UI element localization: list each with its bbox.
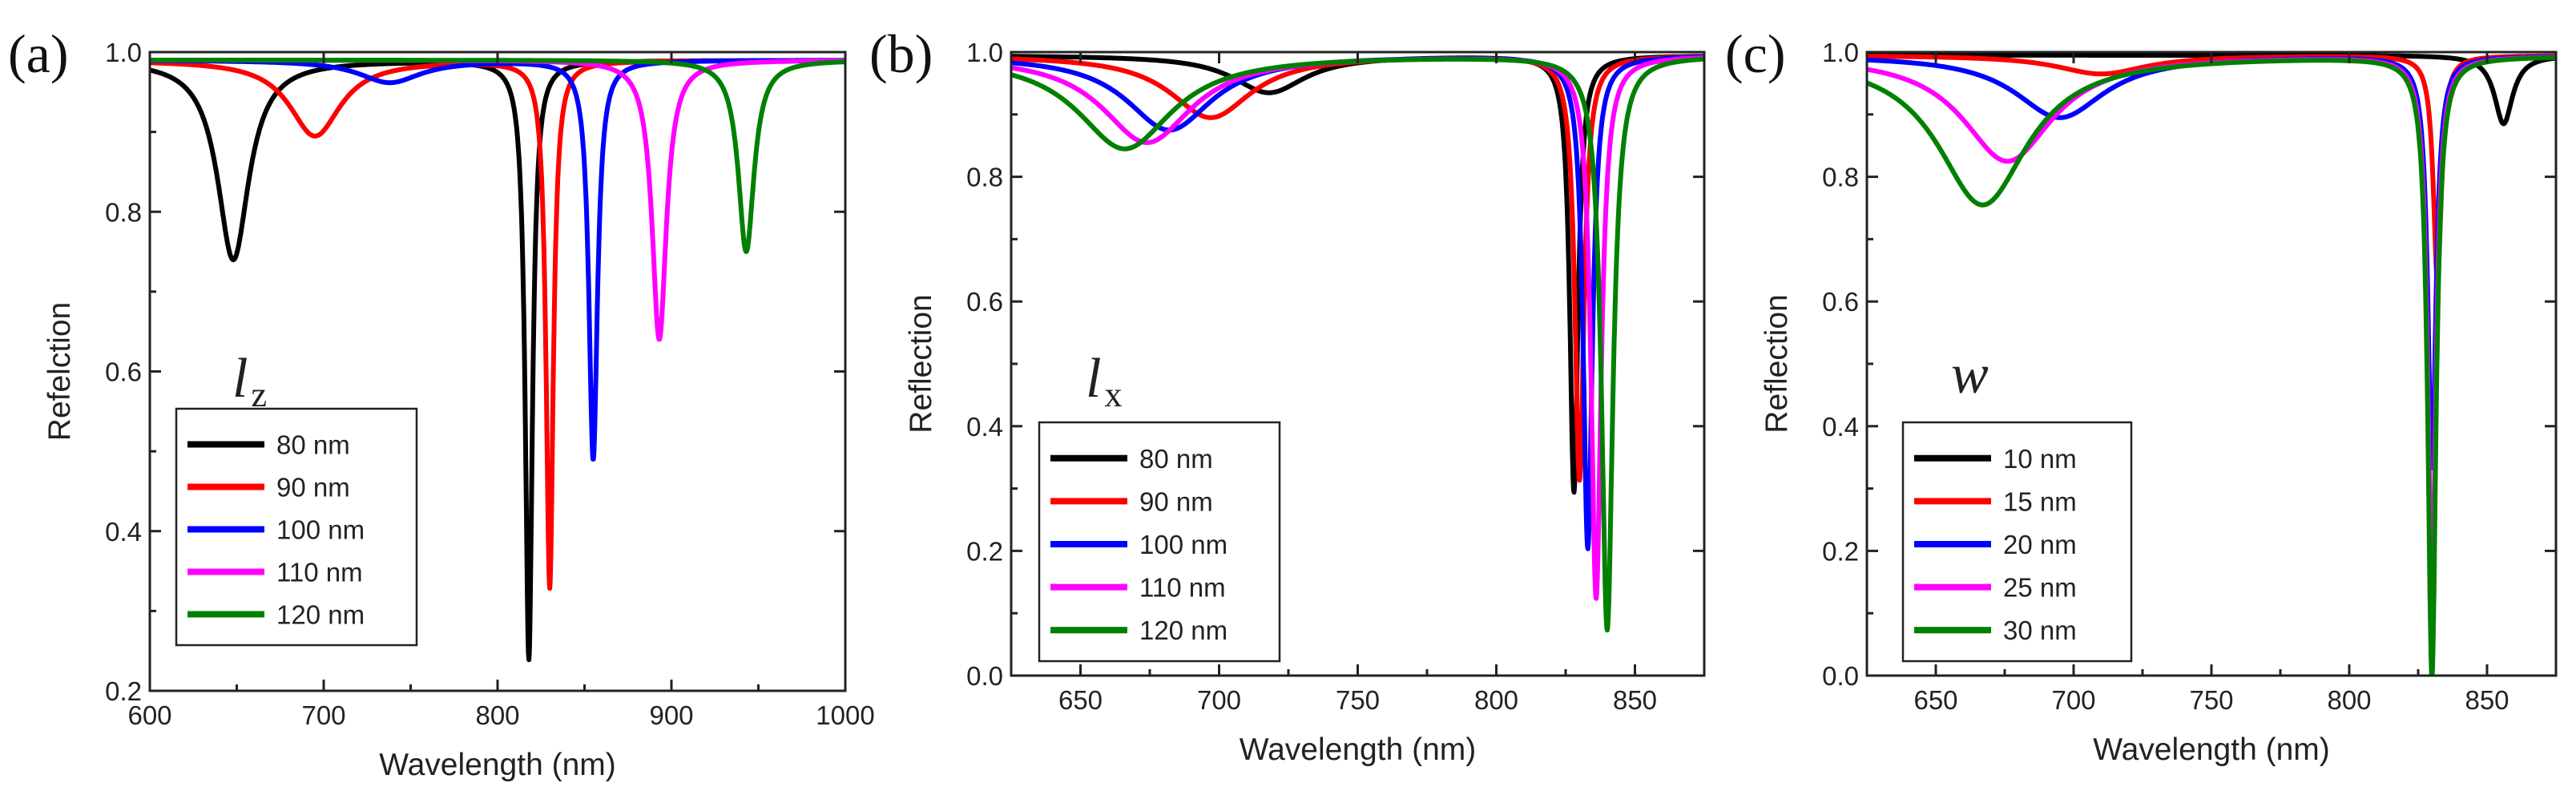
legend-entry-label: 90 nm (276, 473, 350, 502)
y-axis-title: Refelction (42, 302, 77, 441)
chart-panel-3: 650 700 750 800 850 0.0 0.2 0.4 0.6 0.8 1.0 Wavelen… (1725, 23, 2558, 767)
legend-entry-label: 80 nm (1139, 444, 1213, 474)
x-tick-label: 650 (1913, 685, 1957, 715)
y-tick-label: 0.6 (966, 287, 1003, 317)
x-tick-label: 700 (301, 700, 345, 730)
y-tick-label: 0.0 (966, 661, 1003, 691)
legend-entry-label: 20 nm (2003, 530, 2077, 559)
x-tick-label: 850 (2465, 685, 2509, 715)
legend-entry-label: 120 nm (1139, 615, 1228, 645)
y-tick-label: 0.4 (105, 517, 142, 547)
y-axis-title: Reflection (1760, 294, 1794, 433)
x-tick-label: 700 (1197, 685, 1241, 715)
x-tick-label: 800 (475, 700, 519, 730)
x-tick-label: 750 (2189, 685, 2233, 715)
legend-box (175, 407, 418, 647)
legend: 80 nm 90 nm 100 nm 110 nm 120 nm (1038, 421, 1281, 663)
y-tick-label: 0.2 (1822, 536, 1859, 566)
x-tick-label: 900 (649, 700, 693, 730)
y-tick-label: 0.6 (1822, 287, 1859, 317)
panel-letter: (c) (1725, 23, 1785, 84)
x-axis-title: Wavelength (nm) (2093, 732, 2330, 767)
x-tick-label: 750 (1336, 685, 1380, 715)
x-axis-title: Wavelength (nm) (1240, 732, 1477, 767)
legend-entry-label: 100 nm (276, 515, 365, 545)
legend-entry-label: 10 nm (2003, 444, 2077, 474)
y-tick-label: 0.4 (966, 412, 1003, 442)
parameter-label: lz (232, 348, 267, 414)
legend-entry-label: 90 nm (1139, 486, 1213, 516)
x-tick-label: 650 (1058, 685, 1103, 715)
x-tick-label: 800 (1474, 685, 1518, 715)
legend: 10 nm 15 nm 20 nm 25 nm 30 nm (1901, 421, 2133, 663)
y-tick-label: 0.8 (1822, 163, 1859, 192)
legend-entry-label: 110 nm (276, 558, 363, 587)
parameter-subscript: x (1104, 375, 1122, 414)
chart-panel-1: 600 700 800 900 1000 0.2 0.4 0.6 0.8 1.0 Wavelengt… (8, 23, 875, 782)
y-tick-label: 1.0 (105, 38, 142, 67)
series-line-30-nm (1867, 54, 2556, 676)
parameter-symbol: w (1951, 344, 1989, 406)
chart-panel-2: 650 700 750 800 850 0.0 0.2 0.4 0.6 0.8 1.0 Wavelen… (869, 23, 1706, 767)
y-axis-title: Reflection (904, 294, 938, 433)
y-tick-label: 0.0 (1822, 661, 1859, 691)
y-tick-label: 1.0 (966, 38, 1003, 67)
parameter-subscript: z (251, 375, 267, 414)
panel-letter: (a) (8, 23, 68, 84)
legend-entry-label: 100 nm (1139, 530, 1228, 559)
y-tick-label: 0.6 (105, 357, 142, 387)
legend-entry-label: 25 nm (2003, 573, 2077, 603)
parameter-label: lx (1086, 348, 1122, 414)
legend-entry-label: 110 nm (1139, 573, 1226, 603)
legend: 80 nm 90 nm 100 nm 110 nm 120 nm (175, 407, 418, 647)
y-tick-label: 0.2 (105, 676, 142, 706)
panel-letter: (b) (869, 23, 933, 84)
parameter-label: w (1951, 344, 1989, 406)
x-tick-label: 600 (127, 700, 171, 730)
y-tick-label: 0.4 (1822, 412, 1859, 442)
x-tick-label: 850 (1613, 685, 1657, 715)
x-tick-label: 700 (2051, 685, 2095, 715)
y-tick-label: 0.8 (105, 197, 142, 227)
legend-entry-label: 30 nm (2003, 615, 2077, 645)
y-tick-label: 0.8 (966, 163, 1003, 192)
y-tick-label: 1.0 (1822, 38, 1859, 67)
x-tick-label: 1000 (816, 700, 874, 730)
parameter-symbol: l (232, 348, 248, 410)
x-tick-label: 800 (2327, 685, 2371, 715)
parameter-symbol: l (1086, 348, 1101, 410)
legend-entry-label: 80 nm (276, 430, 350, 460)
legend-entry-label: 15 nm (2003, 486, 2077, 516)
x-axis-title: Wavelength (nm) (379, 748, 616, 782)
y-tick-label: 0.2 (966, 536, 1003, 566)
legend-entry-label: 120 nm (276, 600, 365, 630)
